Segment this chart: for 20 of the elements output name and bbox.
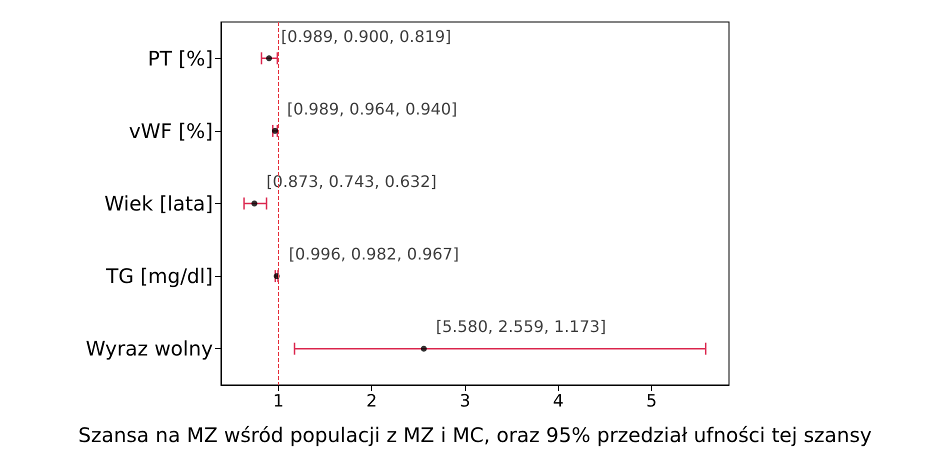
x-axis-title: Szansa na MZ wśród populacji z MZ i MC, oraz 95% przedział ufności tej szansy — [78, 423, 872, 447]
y-tick-label: Wyraz wolny — [86, 336, 214, 361]
point — [272, 128, 278, 134]
y-tick-label: TG [mg/dl] — [105, 264, 213, 288]
x-tick-label: 1 — [272, 392, 284, 412]
data-label: [0.989, 0.900, 0.819] — [281, 26, 452, 46]
point — [266, 55, 272, 62]
x-tick-label: 5 — [646, 392, 657, 412]
y-tick-label: Wiek [lata] — [104, 192, 213, 216]
point — [420, 346, 427, 352]
x-tick-label: 4 — [552, 392, 564, 412]
x-tick-label: 3 — [460, 392, 470, 412]
point — [251, 200, 258, 206]
y-tick-label: PT [%] — [148, 46, 213, 70]
data-label: [0.873, 0.743, 0.632] — [266, 172, 437, 191]
x-tick-label: 2 — [366, 392, 378, 412]
y-tick-label: vWF [%] — [128, 118, 213, 143]
data-label: [0.989, 0.964, 0.940] — [287, 99, 458, 118]
data-label: [0.996, 0.982, 0.967] — [288, 244, 459, 264]
data-label: [5.580, 2.559, 1.173] — [436, 317, 606, 336]
